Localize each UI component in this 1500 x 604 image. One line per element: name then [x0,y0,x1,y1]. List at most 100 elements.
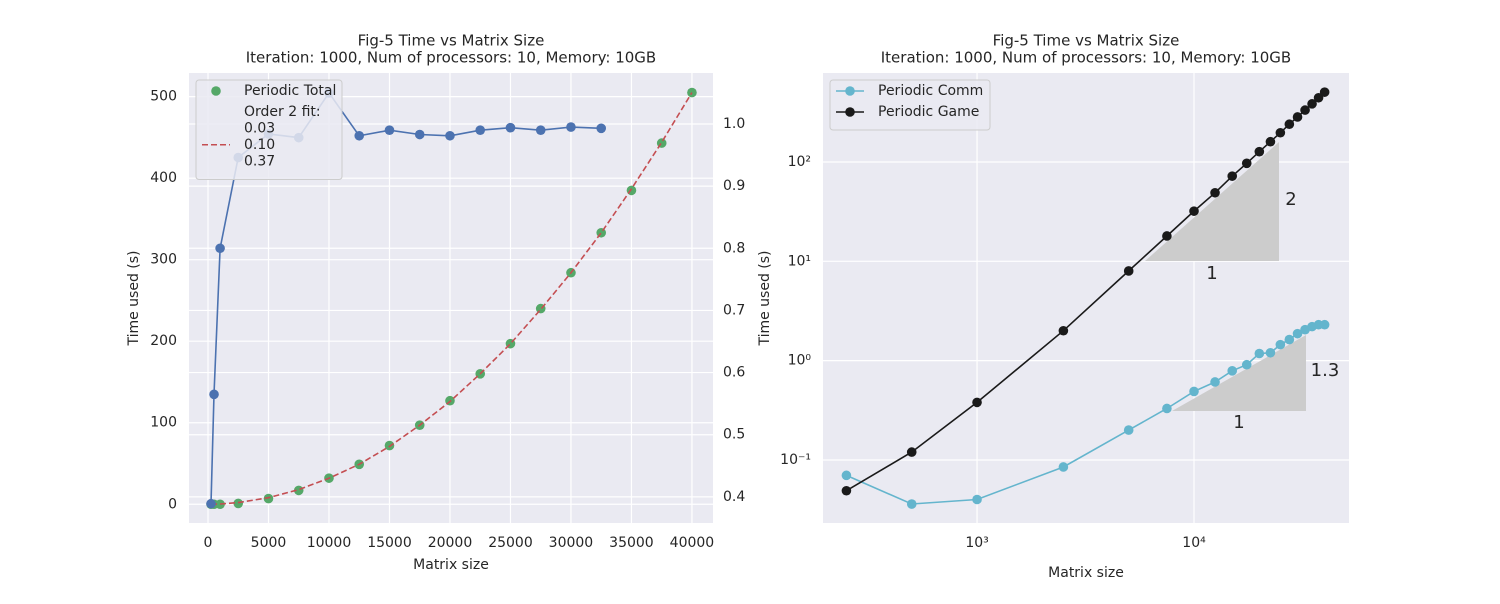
data-point [445,130,455,141]
x-tick-label: 0 [204,535,213,551]
data-point [263,493,274,504]
y-tick-label: 500 [150,89,177,105]
legend-label: 0.03 [244,121,275,137]
data-point [1162,403,1172,414]
slope-rise-label: 1.3 [1311,360,1340,381]
y-tick-label: 10² [788,154,811,170]
legend-box [195,79,343,180]
y-tick-label: 0 [168,496,177,512]
x-tick-label: 10⁴ [1182,535,1206,551]
data-point [972,494,982,505]
data-point [414,129,425,140]
y2-tick-label: 0.9 [723,178,745,194]
data-point [841,470,852,481]
x-tick-label: 30000 [549,535,594,551]
y-tick-label: 200 [150,333,177,349]
data-point [1241,158,1252,169]
y-tick-label: 300 [150,252,177,268]
data-point [1254,348,1265,359]
chart-title: Fig-5 Time vs Matrix Size [993,32,1180,50]
legend-label: Periodic Total [244,83,336,99]
slope-triangle [1145,142,1279,261]
data-point [1227,171,1238,181]
data-point [1058,325,1069,336]
slope-rise-label: 2 [1285,189,1296,210]
x-axis-label: Matrix size [413,557,489,573]
y-tick-label: 10⁻¹ [780,452,811,468]
x-axis-label: Matrix size [1048,565,1124,581]
y-tick-label: 10⁰ [788,353,812,369]
legend-symbol [845,107,855,117]
data-point [1307,99,1317,109]
data-point [687,87,697,98]
legend-symbol [211,86,221,96]
data-point [1319,87,1330,97]
chart-title: Fig-5 Time vs Matrix Size [358,32,545,50]
data-point [354,130,365,141]
x-tick-label: 10³ [965,535,988,551]
y-tick-label: 400 [150,170,177,186]
legend-label: 0.37 [244,154,275,170]
data-point [1284,334,1295,345]
data-point [384,125,395,135]
data-point [209,389,219,400]
y-axis-label: Time used (s) [126,250,142,346]
y2-tick-label: 1.0 [723,116,745,132]
data-point [475,125,486,135]
x-tick-label: 25000 [488,535,533,551]
legend-label: Periodic Game [878,104,979,120]
legend-box [829,79,991,131]
y2-tick-label: 0.5 [723,427,745,443]
data-point [1227,366,1238,376]
data-point [1123,425,1134,435]
x-tick-label: 10000 [307,535,352,551]
y2-tick-label: 0.6 [723,365,745,381]
legend-label: Order 2 fit: [244,104,321,120]
data-point [1254,146,1265,157]
data-point [1058,462,1069,472]
data-point [1275,339,1286,350]
data-point [972,397,982,408]
y2-tick-label: 0.8 [723,240,745,256]
y-tick-label: 10¹ [788,253,811,269]
data-point [206,498,216,509]
data-point [906,447,917,457]
data-point [626,185,637,196]
data-point [1292,328,1303,339]
data-point [1189,386,1199,397]
data-point [505,122,516,133]
x-tick-label: 15000 [367,535,412,551]
data-point [566,122,576,132]
series-line [210,92,693,506]
x-tick-label: 40000 [670,535,715,551]
data-point [1313,92,1324,103]
x-tick-label: 20000 [428,535,473,551]
data-point [1123,266,1134,276]
legend-label: Periodic Comm [878,83,983,99]
y-axis-label: Time used (s) [757,250,773,346]
chart-subtitle: Iteration: 1000, Num of processors: 10, … [246,49,656,67]
legend-symbol [845,86,855,96]
data-point [1210,377,1220,387]
y2-tick-label: 0.7 [723,302,745,318]
data-point [1284,119,1295,130]
data-point [906,499,917,509]
x-tick-label: 5000 [251,535,287,551]
data-point [1292,112,1303,122]
data-point [1265,136,1276,147]
data-point [1241,359,1252,370]
data-point [1162,231,1172,241]
data-point [215,243,225,254]
data-point [233,498,244,509]
y2-tick-label: 0.4 [723,489,745,505]
data-point [1265,347,1276,358]
data-point [1275,127,1286,138]
x-tick-label: 35000 [609,535,654,551]
slope-run-label: 1 [1206,263,1217,284]
chart-subtitle: Iteration: 1000, Num of processors: 10, … [881,49,1291,67]
slope-run-label: 1 [1233,412,1244,433]
data-point [535,125,546,135]
data-point [1189,206,1199,216]
data-point [1210,187,1220,198]
